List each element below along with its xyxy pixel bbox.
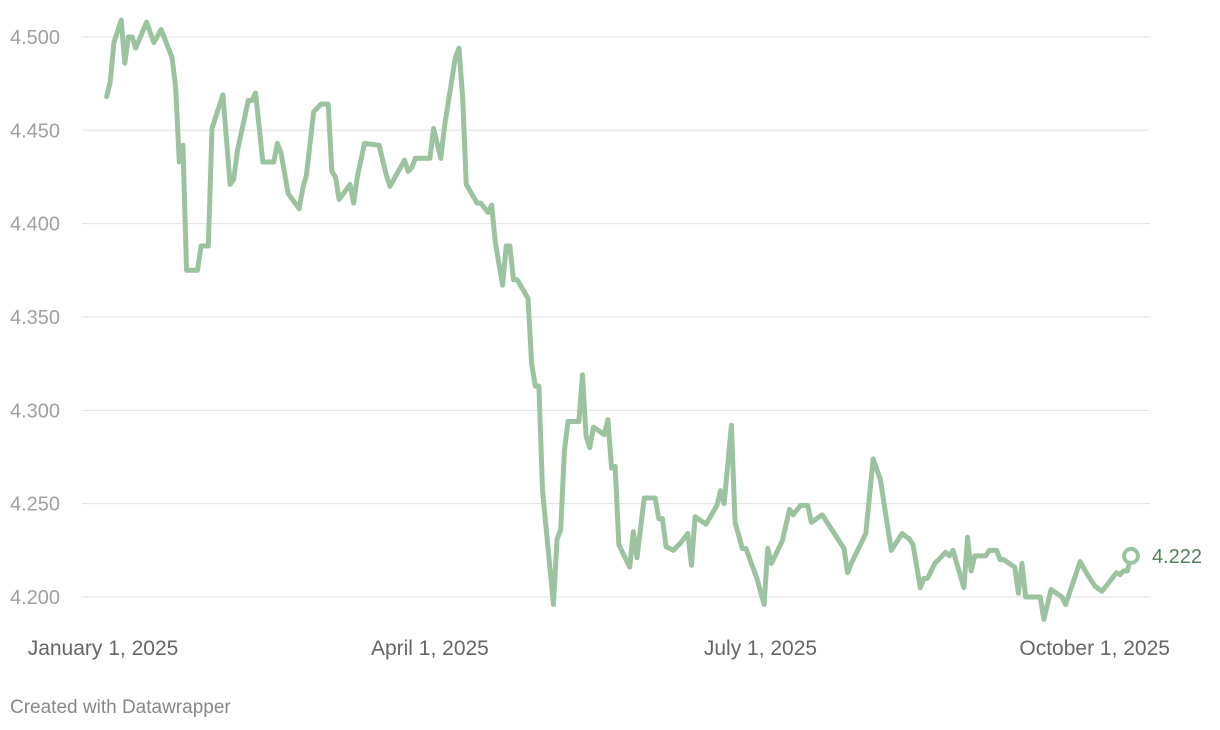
y-tick-label: 4.350 [10,307,60,329]
end-point [1122,546,1140,565]
x-tick-label: January 1, 2025 [28,637,179,660]
end-value-label: 4.222 [1152,546,1202,568]
y-tick-label: 4.200 [10,587,60,609]
x-tick-label: April 1, 2025 [371,637,489,660]
y-tick-label: 4.300 [10,400,60,422]
x-tick-label: October 1, 2025 [1019,637,1170,660]
x-tick-label: July 1, 2025 [704,637,817,660]
y-tick-label: 4.450 [10,120,60,142]
footer: Created with Datawrapper [10,697,231,718]
y-tick-label: 4.250 [10,494,60,516]
data-line [104,17,1134,622]
y-tick-label: 4.400 [10,214,60,236]
y-tick-label: 4.500 [10,27,60,49]
